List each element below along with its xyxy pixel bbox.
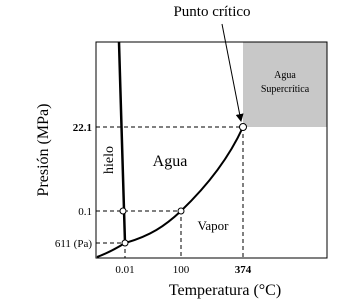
reference-lines bbox=[96, 126, 244, 258]
fusion-curve bbox=[117, 41, 127, 244]
sublimation-curve bbox=[96, 242, 126, 258]
y-tick-label: 0.1 bbox=[78, 206, 92, 218]
x-tick-label: 374 bbox=[235, 264, 252, 276]
y-tick-label: 22.1 bbox=[73, 122, 92, 134]
y-axis-label: Presión (MPa) bbox=[35, 104, 52, 197]
supercritical-region bbox=[243, 42, 327, 127]
plot-frame bbox=[95, 41, 328, 259]
melting-point bbox=[119, 207, 127, 215]
region-label: Agua bbox=[274, 70, 296, 81]
triple-point bbox=[121, 239, 129, 247]
region-label: hielo bbox=[102, 146, 117, 174]
x-tick-label: 0.01 bbox=[115, 264, 134, 276]
region-label: Agua bbox=[153, 153, 188, 170]
x-axis-label: Temperatura (°C) bbox=[169, 282, 281, 299]
annotation-arrow bbox=[221, 23, 244, 122]
region-label: Vapor bbox=[197, 218, 229, 233]
y-tick-label: 611 (Pa) bbox=[55, 238, 93, 250]
critical-point bbox=[239, 123, 247, 131]
region-label: Supercrítica bbox=[261, 84, 310, 95]
boiling-point bbox=[177, 207, 185, 215]
annotation: Punto crítico bbox=[173, 4, 250, 20]
x-tick-label: 100 bbox=[173, 264, 190, 276]
